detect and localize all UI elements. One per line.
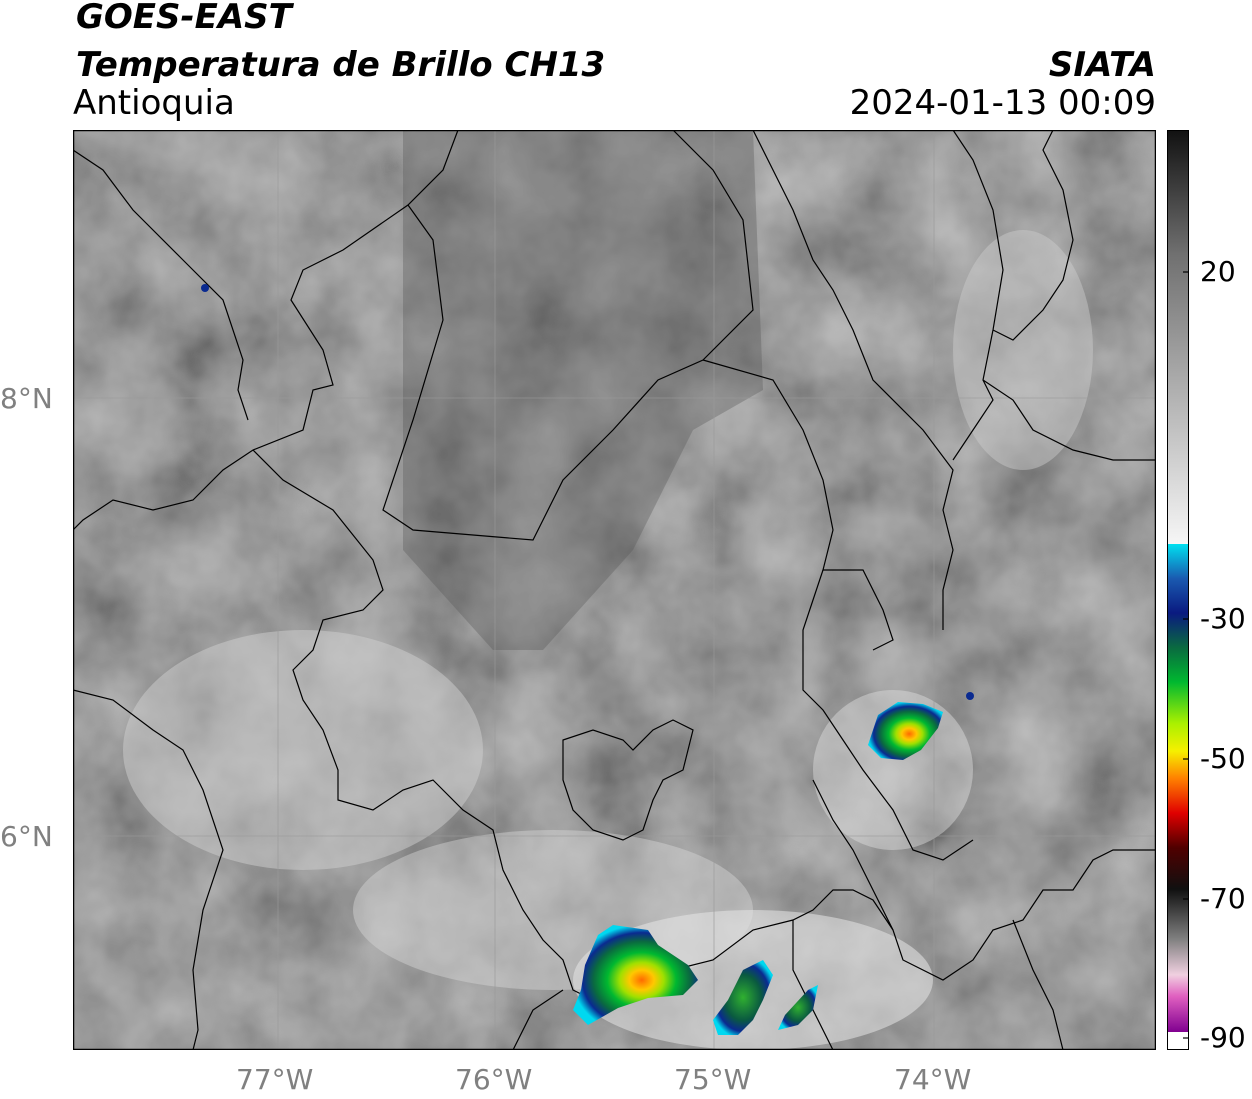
lon-label-77w: 77°W — [236, 1063, 314, 1096]
organization-label: SIATA — [1048, 45, 1156, 85]
map-title: GOES-EAST — [76, 0, 292, 37]
lon-label-75w: 75°W — [674, 1063, 752, 1096]
storm-cell-south-2 — [713, 960, 773, 1035]
colorbar — [1167, 130, 1189, 1050]
colorbar-low-segment — [1167, 889, 1189, 1032]
colorbar-gray-segment — [1167, 130, 1189, 544]
bright-cloud-ne — [953, 230, 1093, 470]
colorbar-color-segment — [1167, 544, 1189, 889]
colorbar-ticks — [1183, 271, 1189, 1039]
storm-cell-south-3 — [778, 985, 818, 1030]
storm-cell-east — [868, 702, 943, 760]
lon-label-76w: 76°W — [455, 1063, 533, 1096]
borders — [73, 130, 1156, 1050]
region-label: Antioquia — [73, 83, 235, 123]
colorbar-label-minus90: -90 — [1200, 1021, 1246, 1054]
colorbar-min-swatch — [1167, 1032, 1189, 1050]
satellite-map — [73, 130, 1156, 1050]
lon-label-74w: 74°W — [894, 1063, 972, 1096]
product-subtitle: Temperatura de Brillo CH13 — [76, 45, 606, 85]
colorbar-label-minus30: -30 — [1200, 602, 1246, 635]
lat-label-8n: 8°N — [0, 382, 53, 415]
storm-cell-south-1 — [573, 925, 698, 1025]
datetime-label: 2024-01-13 00:09 — [849, 83, 1156, 123]
graticule — [73, 130, 1156, 1050]
storm-cell-small-nw — [201, 284, 209, 292]
colorbar-frame — [1167, 130, 1189, 1050]
bright-cloud-sw — [123, 630, 483, 870]
colorbar-label-minus70: -70 — [1200, 882, 1246, 915]
colorbar-label-minus50: -50 — [1200, 742, 1246, 775]
colorbar-label-20: 20 — [1200, 255, 1236, 288]
cloud-texture — [73, 130, 1156, 1050]
map-frame — [73, 130, 1156, 1050]
storm-cell-small-ne — [966, 692, 974, 700]
dark-region — [403, 130, 763, 650]
lat-label-6n: 6°N — [0, 820, 53, 853]
